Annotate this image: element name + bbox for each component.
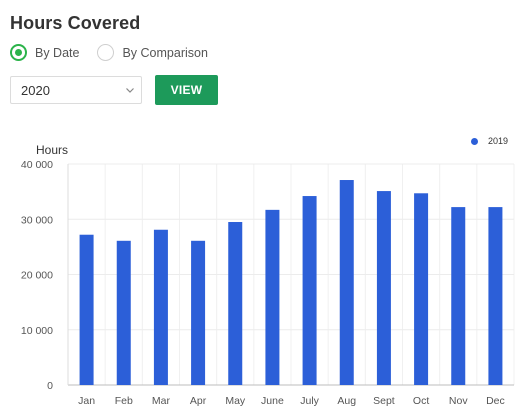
year-select-value: 2020	[21, 82, 50, 98]
x-tick-label: Oct	[413, 395, 429, 407]
radio-unchecked-icon[interactable]	[97, 44, 115, 61]
legend-label: 2019	[487, 136, 508, 146]
view-button[interactable]: VIEW	[155, 75, 218, 105]
bar-july	[302, 196, 317, 385]
x-tick-label: Aug	[337, 395, 356, 407]
x-tick-label: Sept	[373, 395, 395, 407]
bar-dec	[488, 207, 503, 385]
x-tick-label: Mar	[152, 395, 171, 407]
bar-aug	[339, 180, 354, 385]
x-tick-label: Dec	[486, 395, 505, 407]
y-tick-label: 20 000	[21, 270, 53, 282]
legend-dot-icon	[470, 137, 478, 145]
y-tick-label: 0	[47, 380, 53, 392]
bar-feb	[116, 240, 131, 385]
bar-mar	[153, 229, 168, 385]
y-axis-label: Hours	[36, 143, 69, 157]
x-tick-label: July	[300, 395, 319, 407]
chevron-down-icon	[126, 88, 134, 93]
bar-apr	[191, 240, 206, 385]
y-tick-label: 30 000	[21, 214, 53, 226]
y-tick-label: 40 000	[21, 159, 53, 171]
page-title: Hours Covered	[10, 13, 141, 33]
bar-oct	[414, 193, 429, 385]
radio-by-date[interactable]: By Date	[10, 44, 79, 61]
bar-june	[265, 209, 280, 385]
y-tick-label: 10 000	[21, 325, 53, 337]
x-tick-label: May	[225, 395, 246, 407]
x-tick-label: Apr	[190, 395, 207, 407]
radio-checked-icon[interactable]	[10, 44, 27, 61]
bar-may	[228, 222, 243, 385]
bar-jan	[79, 234, 94, 385]
bar-sept	[376, 191, 391, 385]
radio-label-by-date: By Date	[35, 45, 80, 60]
chart-legend: 2019	[470, 136, 508, 146]
x-tick-label: Jan	[78, 395, 95, 407]
radio-label-by-comparison: By Comparison	[122, 45, 208, 60]
year-select[interactable]: 2020	[10, 76, 142, 104]
mode-radio-group: By Date By Comparison	[10, 44, 226, 61]
radio-by-comparison[interactable]: By Comparison	[97, 44, 208, 61]
x-tick-label: Nov	[449, 395, 468, 407]
bar-nov	[451, 207, 466, 385]
x-tick-label: June	[261, 395, 284, 407]
x-tick-label: Feb	[115, 395, 133, 407]
